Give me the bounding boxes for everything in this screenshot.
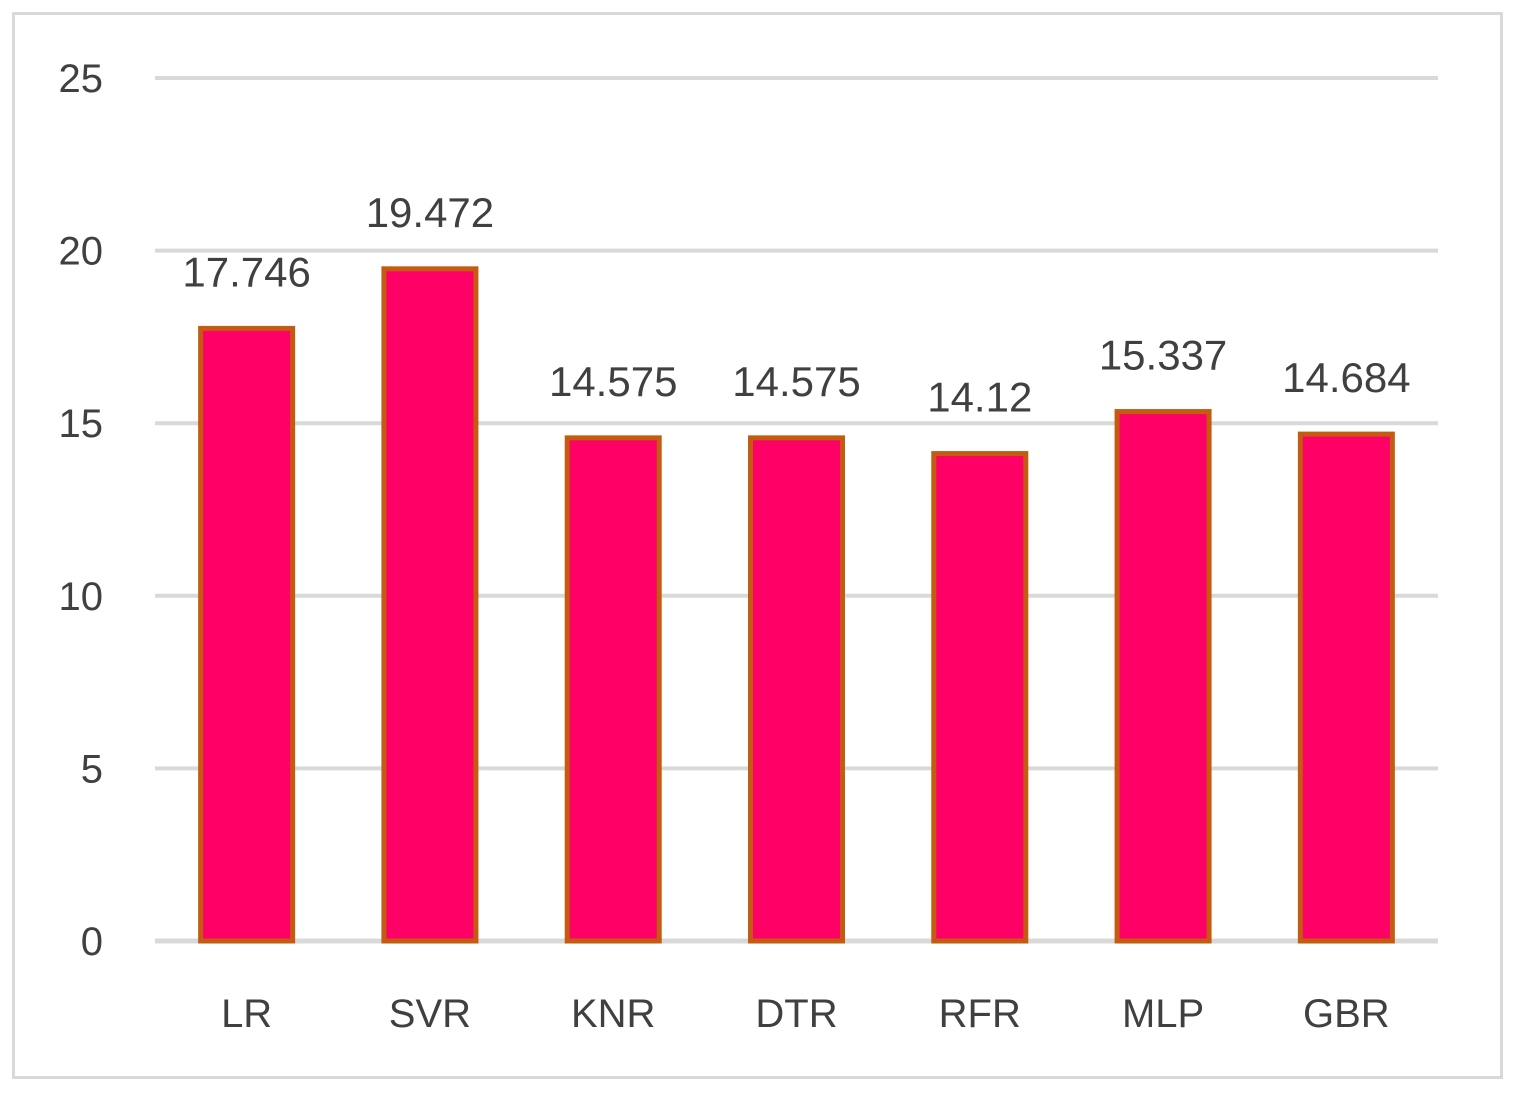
data-label: 19.472: [366, 189, 494, 236]
y-tick-label: 10: [59, 575, 104, 619]
bar: [931, 451, 1029, 944]
bar: [1297, 431, 1395, 944]
x-tick-label: LR: [221, 992, 272, 1036]
x-tick-label: MLP: [1122, 992, 1204, 1036]
data-label: 15.337: [1099, 332, 1227, 379]
data-label: 14.575: [732, 358, 860, 405]
x-tick-label: SVR: [389, 992, 471, 1036]
data-label: 14.12: [927, 374, 1032, 421]
data-label: 14.575: [549, 358, 677, 405]
x-tick-label: RFR: [939, 992, 1021, 1036]
bars: [198, 266, 1395, 944]
y-tick-label: 5: [81, 747, 103, 791]
bar: [748, 435, 845, 944]
data-labels: 17.746 19.472 14.575 14.575 14.12 15.337 14.68…: [182, 189, 1410, 421]
gridlines: [155, 76, 1438, 944]
y-tick-label: 0: [81, 920, 103, 964]
y-tick-label: 20: [59, 230, 104, 274]
bar: [564, 435, 662, 944]
bar: [1114, 409, 1212, 944]
x-tick-label: KNR: [571, 992, 655, 1036]
x-tick-label: GBR: [1303, 992, 1390, 1036]
bar: [198, 325, 296, 944]
data-label: 17.746: [182, 248, 310, 295]
y-tick-label: 25: [59, 57, 104, 101]
data-label: 14.684: [1282, 354, 1410, 401]
bar: [381, 266, 479, 944]
y-tick-label: 15: [59, 402, 104, 446]
y-axis-ticks: 0 5 10 15 20 25: [59, 57, 104, 964]
x-tick-label: DTR: [755, 992, 837, 1036]
x-axis-categories: LR SVR KNR DTR RFR MLP GBR: [221, 992, 1390, 1036]
